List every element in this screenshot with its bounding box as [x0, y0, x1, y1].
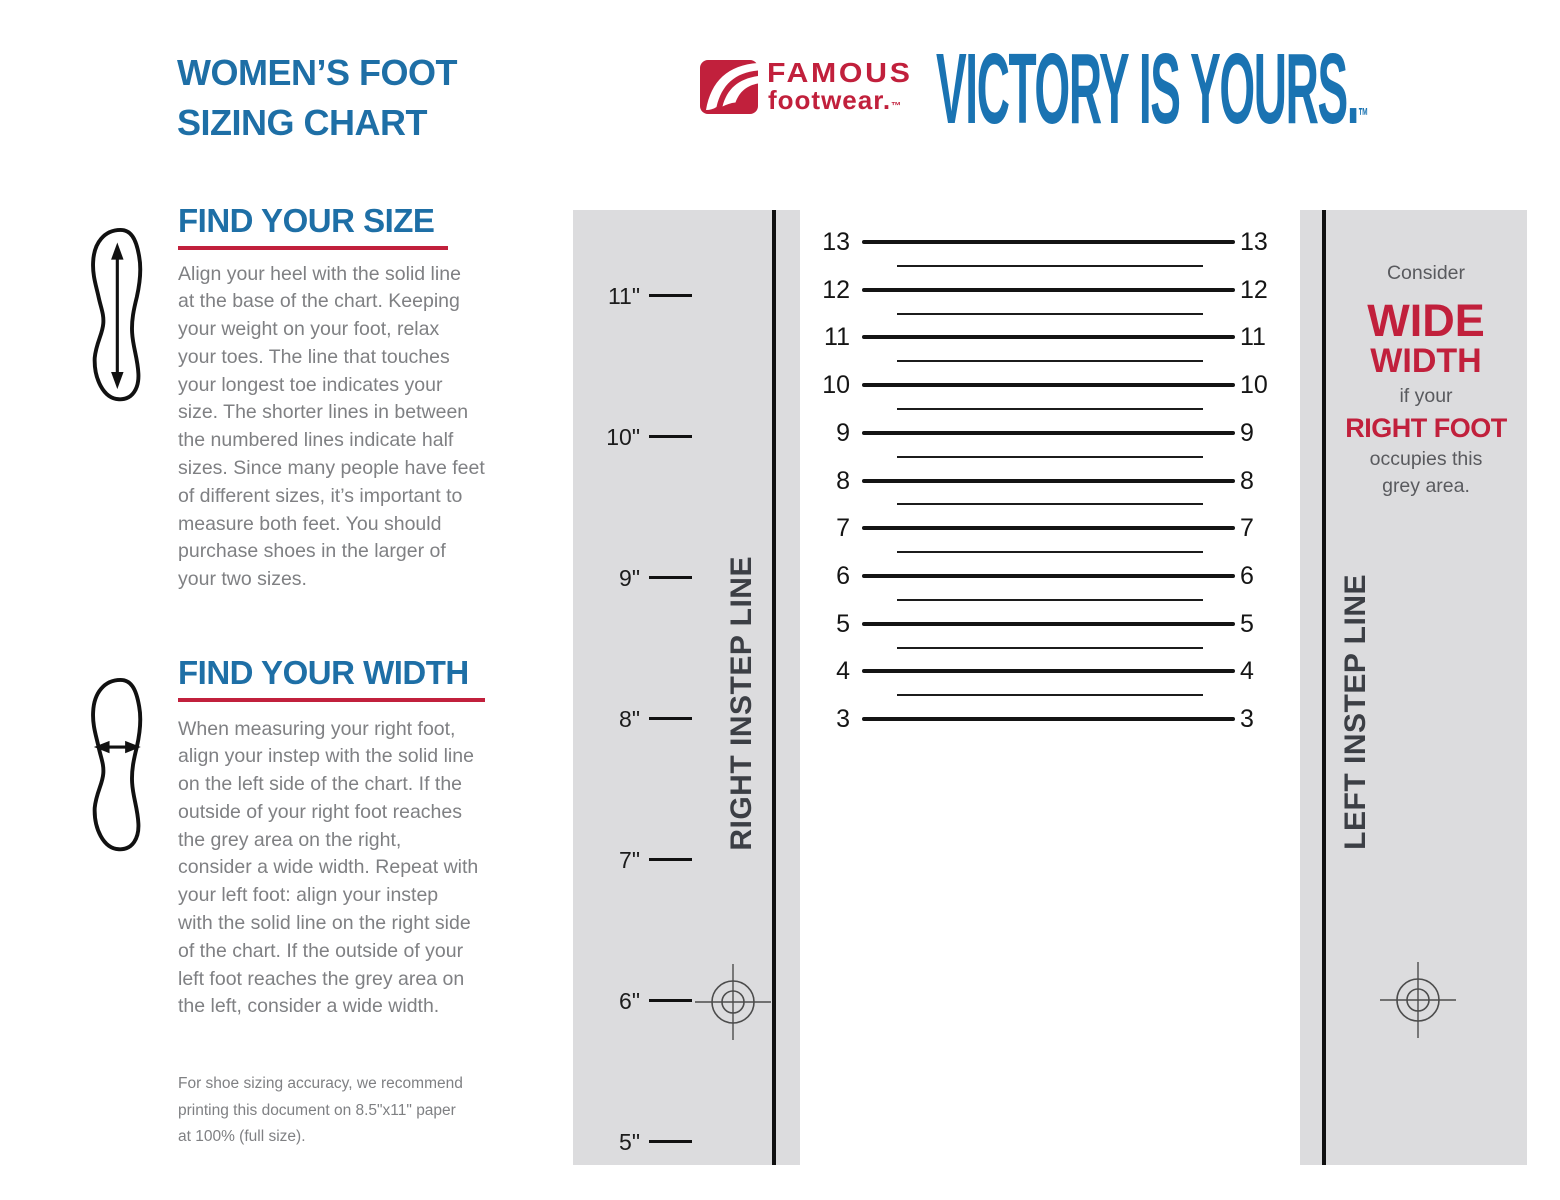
half-size-line: [897, 503, 1203, 506]
size-line: [862, 287, 1235, 292]
size-number-right: 9: [1240, 418, 1254, 447]
inch-label: 5": [619, 1129, 640, 1155]
inch-label: 8": [619, 706, 640, 732]
inch-tick: [649, 576, 692, 579]
half-size-line: [897, 312, 1203, 315]
size-number-left: 13: [822, 228, 850, 256]
brand-name-famous: FAMOUS: [767, 57, 913, 88]
half-size-line: [897, 264, 1203, 267]
size-number-left: 9: [836, 418, 850, 447]
size-line: [862, 430, 1235, 435]
size-number-right: 5: [1240, 609, 1254, 638]
size-line: [862, 478, 1235, 483]
half-size-line: [897, 455, 1203, 458]
find-width-section: FIND YOUR WIDTH When measuring your righ…: [178, 654, 485, 1021]
left-instep-line-label: LEFT INSTEP LINE: [1339, 574, 1372, 850]
registration-mark-icon: [1380, 962, 1456, 1038]
trademark-symbol: ™: [891, 101, 903, 112]
find-size-underline: [178, 246, 448, 250]
find-size-section: FIND YOUR SIZE Align your heel with the …: [178, 202, 485, 594]
find-width-heading: FIND YOUR WIDTH: [178, 654, 469, 691]
inch-tick: [649, 858, 692, 861]
registration-mark-icon: [695, 964, 771, 1040]
half-size-line: [897, 551, 1203, 554]
tagline-trademark-symbol: ™: [1358, 103, 1368, 128]
wide-note-wide: WIDE: [1367, 295, 1485, 346]
wide-note-occupies: occupies this grey area.: [1369, 448, 1483, 497]
brand-name-footwear: footwear.™: [768, 85, 903, 115]
size-number-left: 7: [836, 514, 850, 543]
size-number-right: 13: [1240, 228, 1268, 256]
size-line: [862, 240, 1235, 244]
wide-width-note: Consider WIDE WIDTH if your RIGHT FOOT o…: [1330, 260, 1522, 500]
foot-length-icon: [91, 228, 143, 402]
find-width-underline: [178, 698, 485, 702]
inch-label: 10": [606, 424, 640, 450]
size-number-right: 11: [1240, 323, 1266, 352]
size-number-right: 7: [1240, 514, 1254, 543]
left-grey-panel: 11" 10" 9" 8" 7" 6" 5": [573, 210, 800, 1165]
inch-label: 7": [619, 847, 640, 873]
size-number-right: 12: [1240, 275, 1268, 304]
size-number-left: 11: [824, 323, 850, 352]
size-scale: 13 13 12 12 11 11 10 10 9 9 8 8 7 7 6 6 5 5 4 4 3 3: [800, 210, 1300, 1165]
wide-note-width: WIDTH: [1370, 342, 1482, 380]
size-number-left: 12: [822, 275, 850, 304]
half-size-line: [897, 646, 1203, 649]
half-size-line: [897, 360, 1203, 363]
inch-label: 11": [607, 283, 640, 309]
size-number-right: 4: [1240, 657, 1254, 686]
size-line: [862, 669, 1235, 674]
left-instep-solid-line: [1322, 210, 1326, 1165]
size-number-right: 8: [1240, 466, 1254, 495]
right-instep-line-label: RIGHT INSTEP LINE: [725, 556, 758, 851]
size-number-left: 8: [836, 466, 850, 495]
right-grey-panel: [1300, 210, 1527, 1165]
famous-footwear-logo-icon: [700, 60, 758, 114]
size-number-left: 6: [836, 561, 850, 590]
size-number-left: 10: [822, 371, 850, 400]
half-size-line: [897, 598, 1203, 601]
half-size-line: [897, 694, 1203, 697]
size-number-left: 4: [836, 657, 850, 686]
inch-label: 9": [619, 565, 640, 591]
size-line: [862, 335, 1235, 340]
inch-tick: [649, 999, 692, 1002]
size-line: [862, 573, 1235, 578]
inch-tick: [649, 435, 692, 438]
right-instep-solid-line: [772, 210, 776, 1165]
wide-note-right-foot: RIGHT FOOT: [1345, 413, 1507, 443]
wide-note-consider: Consider: [1386, 262, 1466, 284]
size-number-right: 3: [1240, 705, 1254, 733]
page-title: WOMEN’S FOOT SIZING CHART: [177, 52, 457, 143]
inch-label: 6": [619, 988, 640, 1014]
size-line: [862, 383, 1235, 388]
find-width-body: When measuring your right foot, align yo…: [178, 717, 479, 1018]
size-number-left: 5: [836, 609, 850, 638]
tagline-victory-is-yours: VICTORY IS YOURS.™: [936, 33, 1368, 145]
size-line: [862, 717, 1235, 721]
find-size-body: Align your heel with the solid line at t…: [178, 262, 485, 591]
inch-tick: [649, 1140, 692, 1143]
size-line: [862, 526, 1235, 531]
size-number-right: 10: [1240, 371, 1268, 400]
wide-note-if-your: if your: [1399, 385, 1453, 407]
size-line: [862, 621, 1235, 626]
size-number-left: 3: [836, 705, 850, 733]
inch-tick: [649, 717, 692, 720]
print-accuracy-note: For shoe sizing accuracy, we recommend p…: [178, 1075, 463, 1145]
inch-tick: [649, 294, 692, 297]
half-size-line: [897, 408, 1203, 410]
size-number-right: 6: [1240, 561, 1254, 590]
foot-width-icon: [91, 678, 143, 852]
find-size-heading: FIND YOUR SIZE: [178, 202, 435, 239]
